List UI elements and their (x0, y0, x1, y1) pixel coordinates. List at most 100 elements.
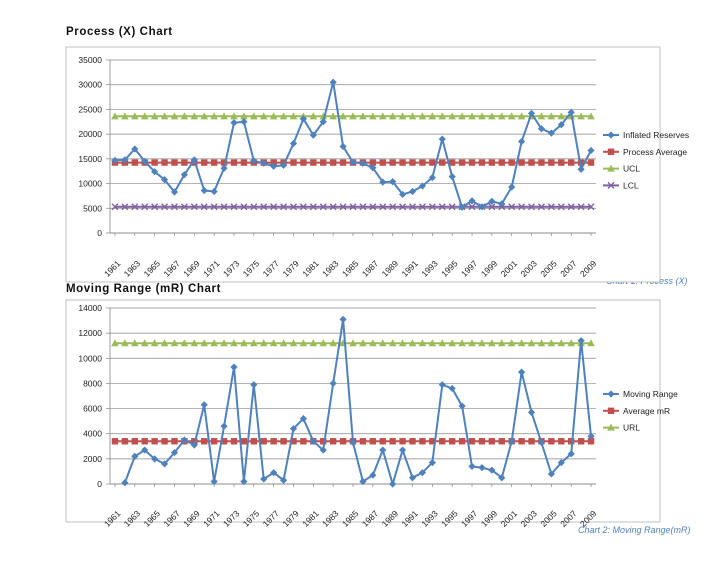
legend-label: Average mR (623, 406, 670, 416)
moving-range-point (478, 464, 486, 472)
inflated-reserves-point (557, 121, 565, 129)
lcl-point (428, 203, 436, 211)
inflated-reserves-point (458, 203, 466, 211)
inflated-reserves-point (240, 118, 248, 126)
process-average-point (320, 159, 327, 166)
lcl-point (488, 203, 496, 211)
ucl-point (557, 112, 566, 120)
inflated-reserves-point (210, 187, 218, 196)
inflated-reserves-point (141, 157, 149, 165)
lcl-point (528, 203, 536, 211)
average-mr-point (419, 438, 426, 445)
ucl-point (448, 112, 456, 120)
url-point (289, 339, 298, 347)
url-point (388, 339, 397, 347)
process-average-point (508, 159, 515, 166)
legend-label: URL (623, 423, 640, 433)
moving-range-point (319, 446, 327, 454)
inflated-reserves-point (448, 173, 456, 181)
process-average-point (151, 159, 158, 166)
y-tick-label: 20000 (78, 129, 102, 139)
lcl-point (409, 203, 417, 211)
lcl-point (468, 203, 476, 211)
moving-range-point (557, 459, 565, 467)
url-point (160, 339, 169, 347)
legend-label: Process Average (623, 147, 687, 157)
lcl-point (418, 203, 426, 211)
moving-range-point (369, 471, 377, 479)
average-mr-point (121, 438, 129, 445)
url-point (517, 339, 526, 347)
process-average-point (389, 159, 396, 166)
average-mr-point (448, 438, 456, 445)
ucl-point (537, 112, 546, 120)
url-point (210, 339, 218, 347)
inflated-reserves-point (279, 161, 288, 169)
process-average-point (161, 159, 168, 166)
ucl-point (488, 112, 496, 120)
ucl-point (160, 112, 169, 120)
url-point (220, 339, 228, 347)
process-average-point (419, 159, 426, 166)
y-tick-label: 10000 (78, 179, 102, 189)
inflated-reserves-point (309, 131, 317, 139)
ucl-point (458, 112, 466, 120)
process-average-point (468, 159, 476, 166)
moving-range-point (309, 437, 317, 445)
inflated-reserves-point (498, 200, 506, 208)
inflated-reserves-point (121, 156, 129, 164)
url-point (438, 339, 447, 347)
inflated-reserves-point (537, 125, 546, 133)
lcl-point (161, 203, 169, 211)
inflated-reserves-point (359, 159, 367, 167)
url-point (279, 339, 288, 347)
url-point (309, 339, 318, 347)
lcl-point (260, 203, 268, 211)
average-mr-point (429, 438, 436, 445)
moving-range-point (141, 446, 149, 454)
lcl-point (190, 203, 198, 211)
ucl-point (180, 112, 189, 120)
average-mr-point (498, 438, 505, 445)
lcl-point (270, 203, 278, 211)
moving-range-point (260, 475, 268, 483)
lcl-point (319, 203, 327, 211)
y-tick-label: 10000 (78, 353, 102, 363)
inflated-reserves-point (587, 146, 595, 155)
ucl-point (240, 112, 248, 120)
url-point (497, 339, 506, 347)
y-tick-label: 8000 (83, 378, 102, 388)
ucl-point (418, 112, 427, 120)
average-mr-point (389, 438, 396, 445)
average-mr-point (280, 438, 287, 445)
average-mr-point (201, 438, 208, 445)
average-mr-point (369, 438, 377, 445)
average-mr-point (587, 438, 595, 445)
ucl-point (517, 112, 526, 120)
url-point (537, 339, 546, 347)
legend-marker (607, 164, 615, 172)
process-average-point (409, 159, 416, 166)
series-moving-range (121, 315, 595, 488)
lcl-point (309, 203, 317, 211)
inflated-reserves-point (369, 164, 377, 172)
ucl-point (349, 112, 357, 120)
inflated-reserves-point (468, 197, 476, 205)
lcl-point (111, 203, 119, 211)
url-point (230, 339, 238, 347)
lcl-point (240, 203, 248, 211)
ucl-point (269, 112, 278, 120)
y-tick-label: 2000 (83, 454, 102, 464)
inflated-reserves-point (547, 129, 555, 137)
process-average-point (448, 159, 456, 166)
average-mr-point (270, 438, 277, 445)
inflated-reserves-point (527, 109, 536, 117)
average-mr-point (240, 438, 248, 445)
y-tick-label: 12000 (78, 328, 102, 338)
process-average-point (171, 159, 178, 166)
lcl-point (339, 203, 347, 211)
process-average-point (230, 159, 238, 166)
moving-range-point (170, 448, 179, 457)
legend-item-lcl: LCL (603, 180, 639, 190)
